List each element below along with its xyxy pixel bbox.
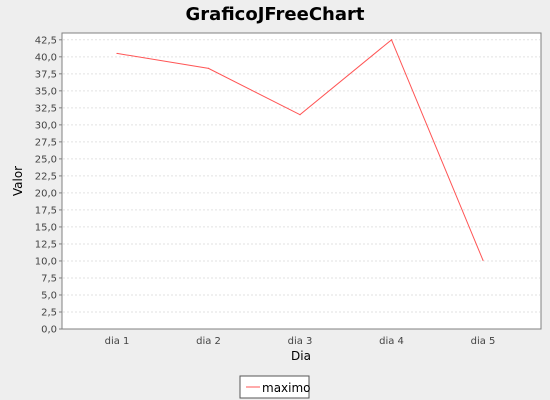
y-tick-label: 37,5 (35, 69, 57, 80)
data-point (207, 67, 210, 69)
y-tick-label: 17,5 (35, 205, 57, 216)
grid-lines (63, 39, 540, 313)
y-tick-label: 10,0 (35, 256, 57, 267)
y-tick-label: 32,5 (35, 103, 57, 114)
y-tick-label: 42,5 (35, 35, 57, 46)
y-tick-label: 5,0 (41, 290, 57, 301)
y-tick-label: 40,0 (35, 52, 57, 63)
legend: maximo (239, 375, 311, 399)
y-tick-label: 0,0 (41, 325, 57, 336)
x-tick-label: dia 5 (471, 336, 496, 347)
data-point (482, 259, 484, 261)
y-tick-label: 2,5 (41, 307, 57, 318)
y-tick-label: 12,5 (35, 239, 57, 250)
y-tick-label: 22,5 (35, 171, 57, 182)
y-tick-label: 20,0 (35, 188, 57, 199)
x-axis-ticks: dia 1 dia 2 dia 3 dia 4 dia 5 (105, 336, 496, 347)
y-tick-label: 27,5 (35, 137, 57, 148)
y-tick-label: 25,0 (35, 154, 57, 165)
y-axis-ticks: 0,0 2,5 5,0 7,5 10,0 12,5 15,0 17,5 20,0 22,5 25,0… (35, 35, 62, 336)
x-axis-label: Dia (291, 349, 311, 363)
data-point (390, 39, 393, 41)
y-tick-label: 35,0 (35, 86, 57, 97)
legend-label: maximo (262, 381, 311, 395)
y-tick-label: 7,5 (41, 273, 57, 284)
chart-title: GraficoJFreeChart (186, 4, 365, 25)
data-point (299, 114, 301, 116)
data-point (116, 52, 118, 55)
series-group (116, 38, 484, 261)
legend-box (239, 375, 310, 399)
x-tick-label: dia 3 (288, 336, 313, 347)
x-tick-label: dia 1 (105, 336, 130, 347)
plot-area (61, 32, 542, 330)
y-tick-label: 15,0 (35, 222, 57, 233)
y-tick-label: 30,0 (35, 120, 57, 131)
y-axis-label: Valor (11, 166, 25, 196)
x-tick-label: dia 2 (196, 336, 221, 347)
x-tick-label: dia 4 (379, 336, 404, 347)
